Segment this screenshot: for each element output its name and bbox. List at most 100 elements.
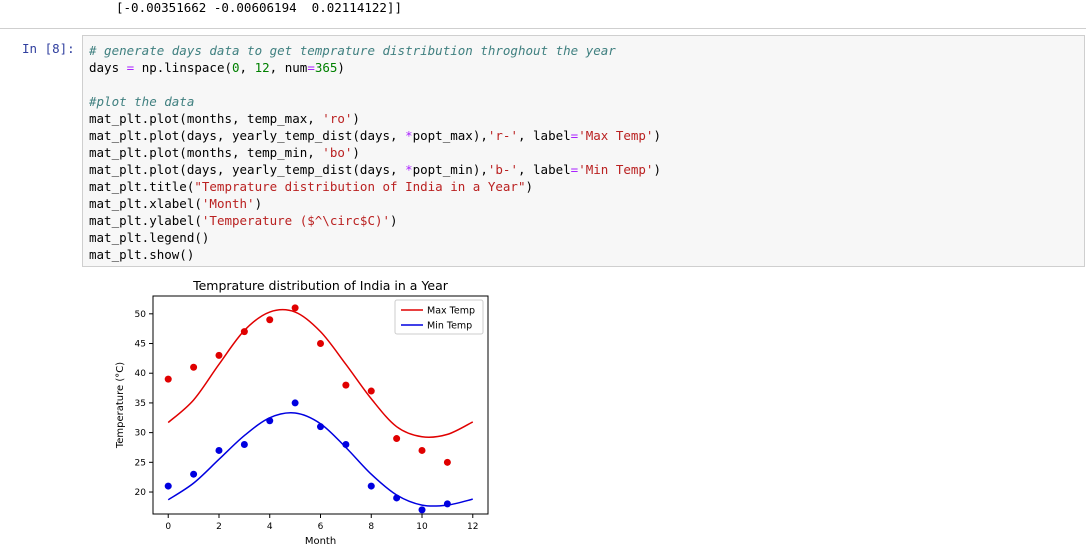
code-token: mat_plt.plot(days, yearly_temp_dist(days…	[89, 128, 406, 143]
y-tick-label: 25	[135, 458, 146, 468]
data-point-max	[367, 387, 375, 395]
x-tick-label: 8	[368, 522, 374, 532]
code-token: 'r-'	[487, 128, 518, 143]
cell-separator	[0, 28, 1086, 29]
code-token: #plot the data	[89, 94, 195, 109]
code-line: mat_plt.legend()	[89, 229, 661, 246]
code-token: =	[570, 162, 579, 177]
code-token: 'Min Temp'	[578, 162, 654, 177]
data-point-min	[393, 494, 401, 502]
y-tick-label: 35	[135, 399, 146, 409]
data-point-min	[418, 506, 426, 514]
code-token: 'ro'	[322, 111, 353, 126]
data-point-max	[215, 351, 223, 359]
code-token: mat_plt.plot(months, temp_max,	[89, 111, 323, 126]
code-token: , num	[269, 60, 308, 75]
code-token: mat_plt.show()	[89, 247, 195, 262]
code-token: )	[352, 111, 360, 126]
data-point-min	[215, 446, 223, 454]
code-line: # generate days data to get temprature d…	[89, 42, 661, 59]
code-line: days = np.linspace(0, 12, num=365)	[89, 59, 661, 76]
data-point-max	[291, 304, 299, 312]
code-token: ,	[239, 60, 255, 75]
code-token: =	[570, 128, 579, 143]
data-point-min	[190, 470, 198, 478]
code-token: 0	[232, 60, 240, 75]
data-point-min	[266, 417, 274, 425]
x-tick-label: 4	[267, 522, 273, 532]
data-point-min	[317, 423, 324, 431]
code-cell-input[interactable]: # generate days data to get temprature d…	[82, 35, 1085, 267]
y-tick-label: 45	[135, 340, 146, 350]
code-token: np.linspace(	[134, 60, 233, 75]
code-token: )	[352, 145, 360, 160]
code-token: # generate days data to get temprature d…	[89, 43, 616, 58]
data-point-max	[317, 340, 324, 348]
plot-output: Temprature distribution of India in a Ye…	[110, 276, 500, 551]
code-token: mat_plt.xlabel(	[89, 196, 202, 211]
code-token: =	[126, 60, 135, 75]
legend-label: Max Temp	[427, 306, 475, 317]
code-editor[interactable]: # generate days data to get temprature d…	[89, 42, 661, 263]
data-point-max	[190, 363, 198, 371]
code-token: mat_plt.plot(days, yearly_temp_dist(days…	[89, 162, 406, 177]
code-token: mat_plt.legend()	[89, 230, 210, 245]
data-point-min	[240, 441, 248, 449]
cell-prompt: In [8]:	[22, 41, 75, 56]
code-token: )	[254, 196, 263, 211]
data-point-min	[367, 482, 375, 490]
y-tick-label: 30	[135, 429, 147, 439]
data-point-max	[393, 435, 401, 443]
code-token: 'b-'	[487, 162, 518, 177]
code-token: =	[307, 60, 315, 75]
x-tick-label: 2	[216, 522, 222, 532]
x-axis-label: Month	[305, 536, 336, 547]
code-line: mat_plt.plot(months, temp_max, 'ro')	[89, 110, 661, 127]
temperature-chart: Temprature distribution of India in a Ye…	[115, 278, 489, 547]
code-token: days	[89, 60, 127, 75]
x-tick-label: 10	[416, 522, 428, 532]
series-line-max	[167, 308, 474, 439]
code-token: )	[653, 162, 661, 177]
code-token: "Temprature distribution of India in a Y…	[194, 179, 526, 194]
code-token: 'Month'	[201, 196, 255, 211]
code-token: 'Temperature ($^\circ$C)'	[201, 213, 391, 228]
x-tick-label: 0	[165, 522, 171, 532]
previous-output: [-0.00351662 -0.00606194 0.02114122]]	[116, 0, 402, 15]
code-line: mat_plt.xlabel('Month')	[89, 195, 661, 212]
code-token: *	[405, 128, 413, 143]
code-token: mat_plt.plot(months, temp_min,	[89, 145, 323, 160]
code-token: , label	[517, 162, 571, 177]
data-point-max	[443, 458, 451, 466]
code-token: )	[390, 213, 398, 228]
data-point-min	[342, 441, 350, 449]
code-line: #plot the data	[89, 93, 661, 110]
data-point-max	[240, 328, 248, 336]
y-tick-label: 40	[135, 369, 147, 379]
code-token: )	[337, 60, 345, 75]
code-token: *	[405, 162, 413, 177]
y-tick-label: 20	[135, 488, 147, 498]
code-token: 12	[254, 60, 270, 75]
code-line: mat_plt.plot(days, yearly_temp_dist(days…	[89, 161, 661, 178]
code-token: mat_plt.ylabel(	[89, 213, 202, 228]
data-point-min	[443, 500, 451, 508]
x-tick-label: 6	[318, 522, 324, 532]
code-token: )	[653, 128, 661, 143]
code-token: , label	[517, 128, 571, 143]
y-axis-label: Temperature (°C)	[115, 362, 126, 449]
code-line	[89, 76, 661, 93]
chart-title: Temprature distribution of India in a Ye…	[192, 278, 449, 293]
code-token: 365	[314, 60, 338, 75]
code-line: mat_plt.plot(months, temp_min, 'bo')	[89, 144, 661, 161]
data-point-max	[342, 381, 350, 389]
data-point-min	[164, 482, 172, 490]
code-token: 'Max Temp'	[578, 128, 654, 143]
code-line: mat_plt.plot(days, yearly_temp_dist(days…	[89, 127, 661, 144]
code-line: mat_plt.title("Temprature distribution o…	[89, 178, 661, 195]
x-tick-label: 12	[467, 522, 478, 532]
code-token: 'bo'	[322, 145, 353, 160]
code-token: popt_min),	[412, 162, 488, 177]
data-point-max	[266, 316, 274, 324]
code-line: mat_plt.ylabel('Temperature ($^\circ$C)'…	[89, 212, 661, 229]
